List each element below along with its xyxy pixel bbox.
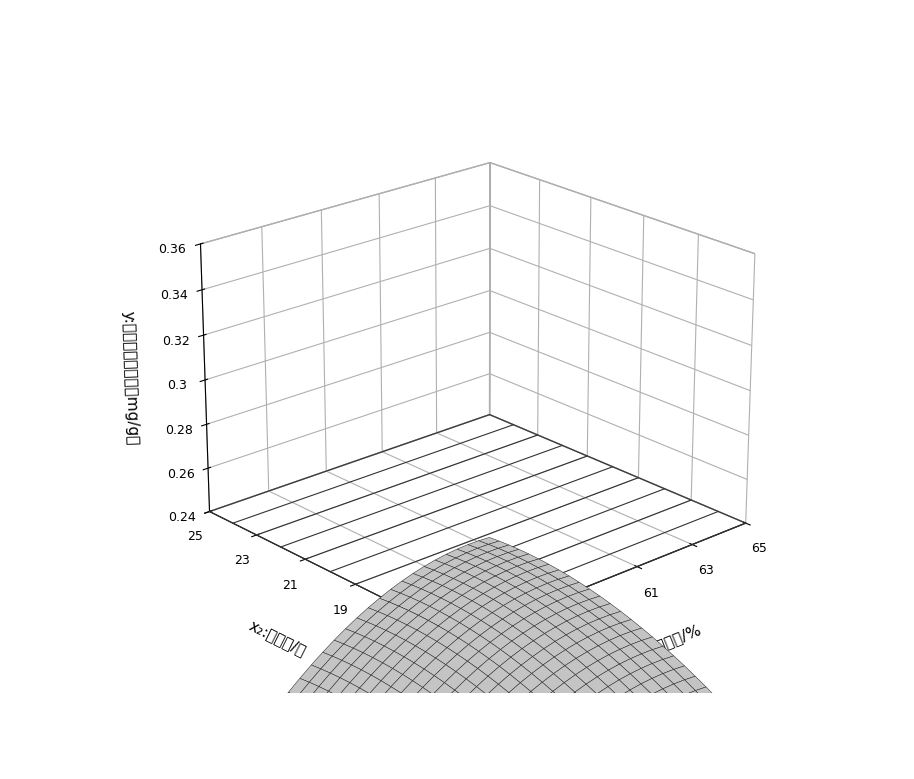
X-axis label: x₁:乙醇体积分数/%: x₁:乙醇体积分数/% bbox=[610, 622, 703, 671]
Y-axis label: x₂:溶剂量/倍: x₂:溶剂量/倍 bbox=[247, 618, 309, 658]
